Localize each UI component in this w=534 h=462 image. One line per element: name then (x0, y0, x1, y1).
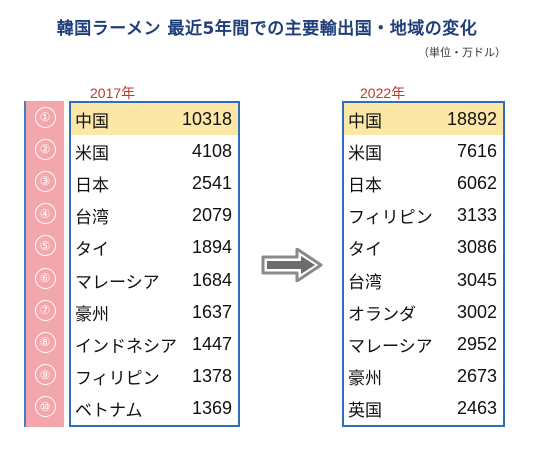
export-value: 10318 (181, 108, 232, 129)
table-row-2017: 中国 10318 (71, 103, 238, 135)
rank-number: ③ (34, 170, 56, 192)
export-value: 2463 (456, 398, 497, 419)
country-name: 日本 (348, 175, 382, 196)
country-name: 台湾 (348, 272, 382, 293)
rank-badge: ① (26, 101, 64, 133)
country-name: 日本 (75, 175, 109, 196)
unit-label: （単位・万ドル） (418, 46, 506, 59)
rank-number: ⑤ (34, 235, 56, 257)
table-2017: 中国 10318 米国 4108 日本 2541 台湾 2079 タイ 1894 マレーシア 1684… (69, 101, 240, 427)
rank-badge: ⑧ (26, 326, 64, 358)
table-row-2022: フィリピン 3133 (344, 200, 503, 232)
export-value: 7616 (456, 140, 497, 161)
rank-number: ⑥ (34, 267, 56, 289)
export-value: 2673 (456, 366, 497, 387)
year-label-2017: 2017年 (90, 85, 136, 101)
rank-number: ⑨ (34, 364, 56, 386)
table-row-2022: マレーシア 2952 (344, 328, 503, 360)
country-name: 中国 (348, 111, 382, 132)
table-row-2022: オランダ 3002 (344, 296, 503, 328)
table-row-2017: タイ 1894 (71, 232, 238, 264)
country-name: マレーシア (75, 272, 160, 293)
country-name: 豪州 (75, 304, 109, 325)
country-name: フィリピン (75, 369, 160, 390)
export-value: 1637 (191, 301, 232, 322)
export-value: 6062 (456, 172, 497, 193)
rank-badge: ⑥ (26, 262, 64, 294)
rank-column: ① ② ③ ④ ⑤ ⑥ ⑦ ⑧ ⑨ ⑩ (24, 101, 64, 427)
rank-number: ⑦ (34, 299, 56, 321)
table-row-2017: 台湾 2079 (71, 200, 238, 232)
table-row-2022: タイ 3086 (344, 232, 503, 264)
table-row-2022: 豪州 2673 (344, 361, 503, 393)
export-value: 1684 (191, 269, 232, 290)
country-name: ベトナム (75, 401, 143, 422)
country-name: オランダ (348, 304, 416, 325)
arrow-right-icon (261, 248, 323, 282)
export-value: 18892 (446, 108, 497, 129)
country-name: 中国 (75, 111, 109, 132)
export-value: 2079 (191, 205, 232, 226)
rank-badge: ③ (26, 165, 64, 197)
country-name: フィリピン (348, 208, 433, 229)
table-row-2022: 日本 6062 (344, 167, 503, 199)
table-row-2017: ベトナム 1369 (71, 393, 238, 425)
export-value: 2952 (456, 333, 497, 354)
rank-badge: ② (26, 133, 64, 165)
rank-number: ④ (34, 203, 56, 225)
export-value: 2541 (191, 172, 232, 193)
country-name: 米国 (348, 143, 382, 164)
table-row-2022: 中国 18892 (344, 103, 503, 135)
country-name: タイ (348, 240, 382, 261)
export-value: 4108 (191, 140, 232, 161)
export-value: 1447 (191, 333, 232, 354)
rank-badge: ⑩ (26, 391, 64, 423)
country-name: インドネシア (75, 336, 177, 357)
country-name: 英国 (348, 401, 382, 422)
export-value: 3133 (456, 205, 497, 226)
export-value: 3086 (456, 237, 497, 258)
table-row-2017: マレーシア 1684 (71, 264, 238, 296)
table-row-2017: 米国 4108 (71, 135, 238, 167)
rank-number: ⑩ (34, 396, 56, 418)
country-name: 台湾 (75, 208, 109, 229)
table-row-2022: 台湾 3045 (344, 264, 503, 296)
rank-badge: ⑦ (26, 294, 64, 326)
export-value: 1369 (191, 398, 232, 419)
rank-number: ② (34, 138, 56, 160)
country-name: 豪州 (348, 369, 382, 390)
rank-badge: ④ (26, 198, 64, 230)
table-row-2017: インドネシア 1447 (71, 328, 238, 360)
country-name: タイ (75, 240, 109, 261)
country-name: マレーシア (348, 336, 433, 357)
country-name: 米国 (75, 143, 109, 164)
export-value: 3045 (456, 269, 497, 290)
table-row-2017: 日本 2541 (71, 167, 238, 199)
export-value: 1894 (191, 237, 232, 258)
table-row-2017: 豪州 1637 (71, 296, 238, 328)
chart-title: 韓国ラーメン 最近5年間での主要輸出国・地域の変化 (56, 19, 478, 39)
export-value: 1378 (191, 366, 232, 387)
year-label-2022: 2022年 (360, 85, 406, 101)
table-row-2022: 米国 7616 (344, 135, 503, 167)
rank-badge: ⑨ (26, 359, 64, 391)
rank-badge: ⑤ (26, 230, 64, 262)
table-row-2022: 英国 2463 (344, 393, 503, 425)
table-row-2017: フィリピン 1378 (71, 361, 238, 393)
rank-number: ① (34, 106, 56, 128)
export-value: 3002 (456, 301, 497, 322)
rank-number: ⑧ (34, 331, 56, 353)
table-2022: 中国 18892 米国 7616 日本 6062 フィリピン 3133 タイ 3086 台湾 3045… (342, 101, 505, 427)
